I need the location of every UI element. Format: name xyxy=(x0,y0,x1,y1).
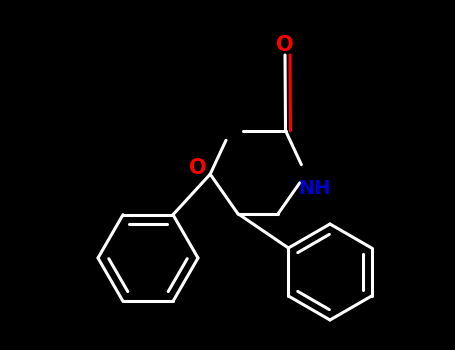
Text: O: O xyxy=(189,158,207,178)
Text: NH: NH xyxy=(299,178,331,197)
Text: O: O xyxy=(276,35,294,55)
